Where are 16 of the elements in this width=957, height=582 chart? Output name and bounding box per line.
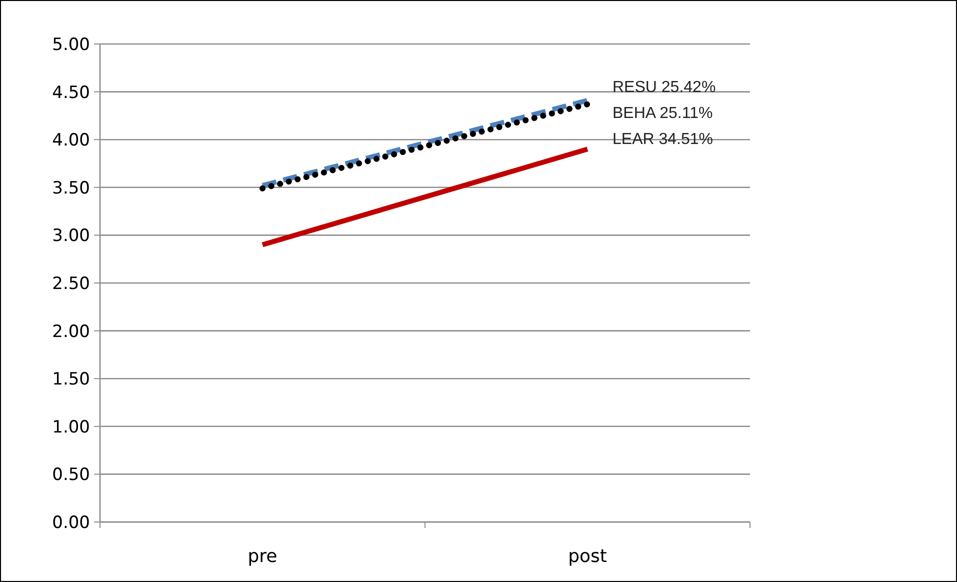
y-tick-label: 4.50 <box>52 82 90 103</box>
series-label: BEHA 25.11% <box>612 105 713 122</box>
y-tick-label: 2.50 <box>52 274 90 294</box>
y-tick-label: 1.50 <box>52 370 90 390</box>
series-label: RESU 25.42% <box>612 79 716 96</box>
y-tick-label: 5.00 <box>52 34 90 55</box>
x-tick-label: post <box>568 546 607 567</box>
y-tick-label: 0.50 <box>52 465 90 486</box>
y-tick-label: 4.00 <box>52 130 90 151</box>
x-tick-label: pre <box>248 546 278 567</box>
y-tick-label: 3.50 <box>52 178 90 198</box>
y-tick-label: 2.00 <box>52 322 90 342</box>
series-label: LEAR 34.51% <box>612 131 714 148</box>
y-tick-label: 3.00 <box>52 226 90 246</box>
y-tick-label: 1.00 <box>52 417 90 438</box>
y-tick-label: 0.00 <box>52 512 90 533</box>
